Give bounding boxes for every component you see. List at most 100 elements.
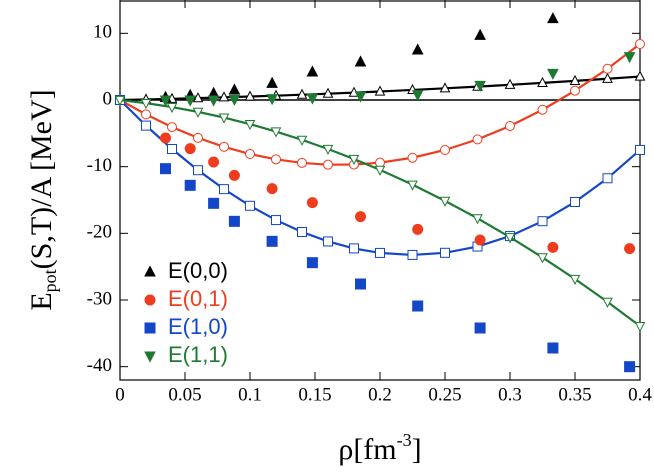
x-tick-label: 0.05 [168,384,201,405]
marker [474,322,486,334]
y-axis-label: Epot(S,T)/A [MeV] [25,89,60,310]
marker [504,78,516,89]
y-label-sub: pot [40,269,60,292]
marker [474,234,486,246]
y-tick-label: 0 [103,88,113,109]
marker [219,141,229,152]
marker [245,149,255,159]
marker [266,76,278,88]
y-tick-label: -10 [87,155,112,176]
marker [411,90,424,102]
marker [355,211,366,223]
marker [184,95,197,107]
marker [440,145,450,155]
marker [296,135,308,146]
marker [219,184,229,195]
legend-marker [144,294,156,306]
marker [412,300,424,312]
marker [228,169,240,181]
marker [270,127,282,138]
x-label-sup: -3 [397,430,412,450]
x-tick-label: 0 [115,384,125,405]
marker [537,76,548,87]
marker [266,235,278,247]
marker [547,342,559,354]
marker [271,154,281,165]
marker [193,165,203,176]
y-tick-label: -30 [87,288,112,309]
marker [323,159,333,170]
marker [634,322,646,333]
marker [306,65,319,77]
marker [141,109,151,120]
marker [547,12,559,24]
marker [266,94,278,106]
x-tick-label: 0.1 [238,384,262,405]
marker [140,99,152,110]
marker [570,197,580,207]
marker [306,197,318,209]
marker [634,70,646,81]
marker [208,197,220,209]
marker [635,144,645,155]
marker [547,68,559,80]
marker [218,113,230,124]
marker [624,361,636,373]
fit-line [119,43,641,166]
marker [160,132,171,144]
x-tick-label: 0.35 [558,384,591,405]
marker [407,249,418,260]
marker [374,85,386,96]
marker [474,28,486,40]
marker [504,233,516,244]
marker [474,80,486,92]
legend-marker [144,265,156,277]
marker [602,63,613,74]
marker [184,179,196,191]
legend-marker [144,322,156,334]
y-label-main: E [25,292,58,310]
x-axis-label: ρ[fm-3] [338,430,421,466]
marker [141,120,151,131]
marker [635,39,645,49]
x-tick-label: 0.2 [368,384,392,405]
marker [244,90,256,101]
marker [207,95,220,107]
marker [184,143,196,155]
marker [167,144,177,154]
marker [323,236,333,247]
marker [570,85,580,96]
marker [374,165,386,176]
marker [245,200,255,211]
marker [244,120,256,131]
x-tick-label: 0.4 [628,384,652,405]
marker [218,91,230,102]
marker [355,278,366,290]
marker [624,243,636,255]
marker [375,247,385,258]
marker [537,104,548,115]
marker [547,241,559,253]
marker [440,247,450,258]
marker [193,132,203,143]
y-tick-label: -20 [87,222,112,243]
marker [271,215,281,226]
marker [228,215,240,227]
marker [322,144,334,156]
marker [623,52,636,64]
marker [439,196,451,207]
marker [354,55,367,67]
marker [472,214,483,225]
marker [602,72,613,83]
marker [407,152,418,163]
marker [297,227,307,237]
marker [166,102,178,114]
marker [296,88,308,99]
marker [114,95,126,107]
y-tick-label: -40 [87,355,112,376]
marker [159,95,172,107]
marker [306,257,318,269]
marker [537,216,548,227]
